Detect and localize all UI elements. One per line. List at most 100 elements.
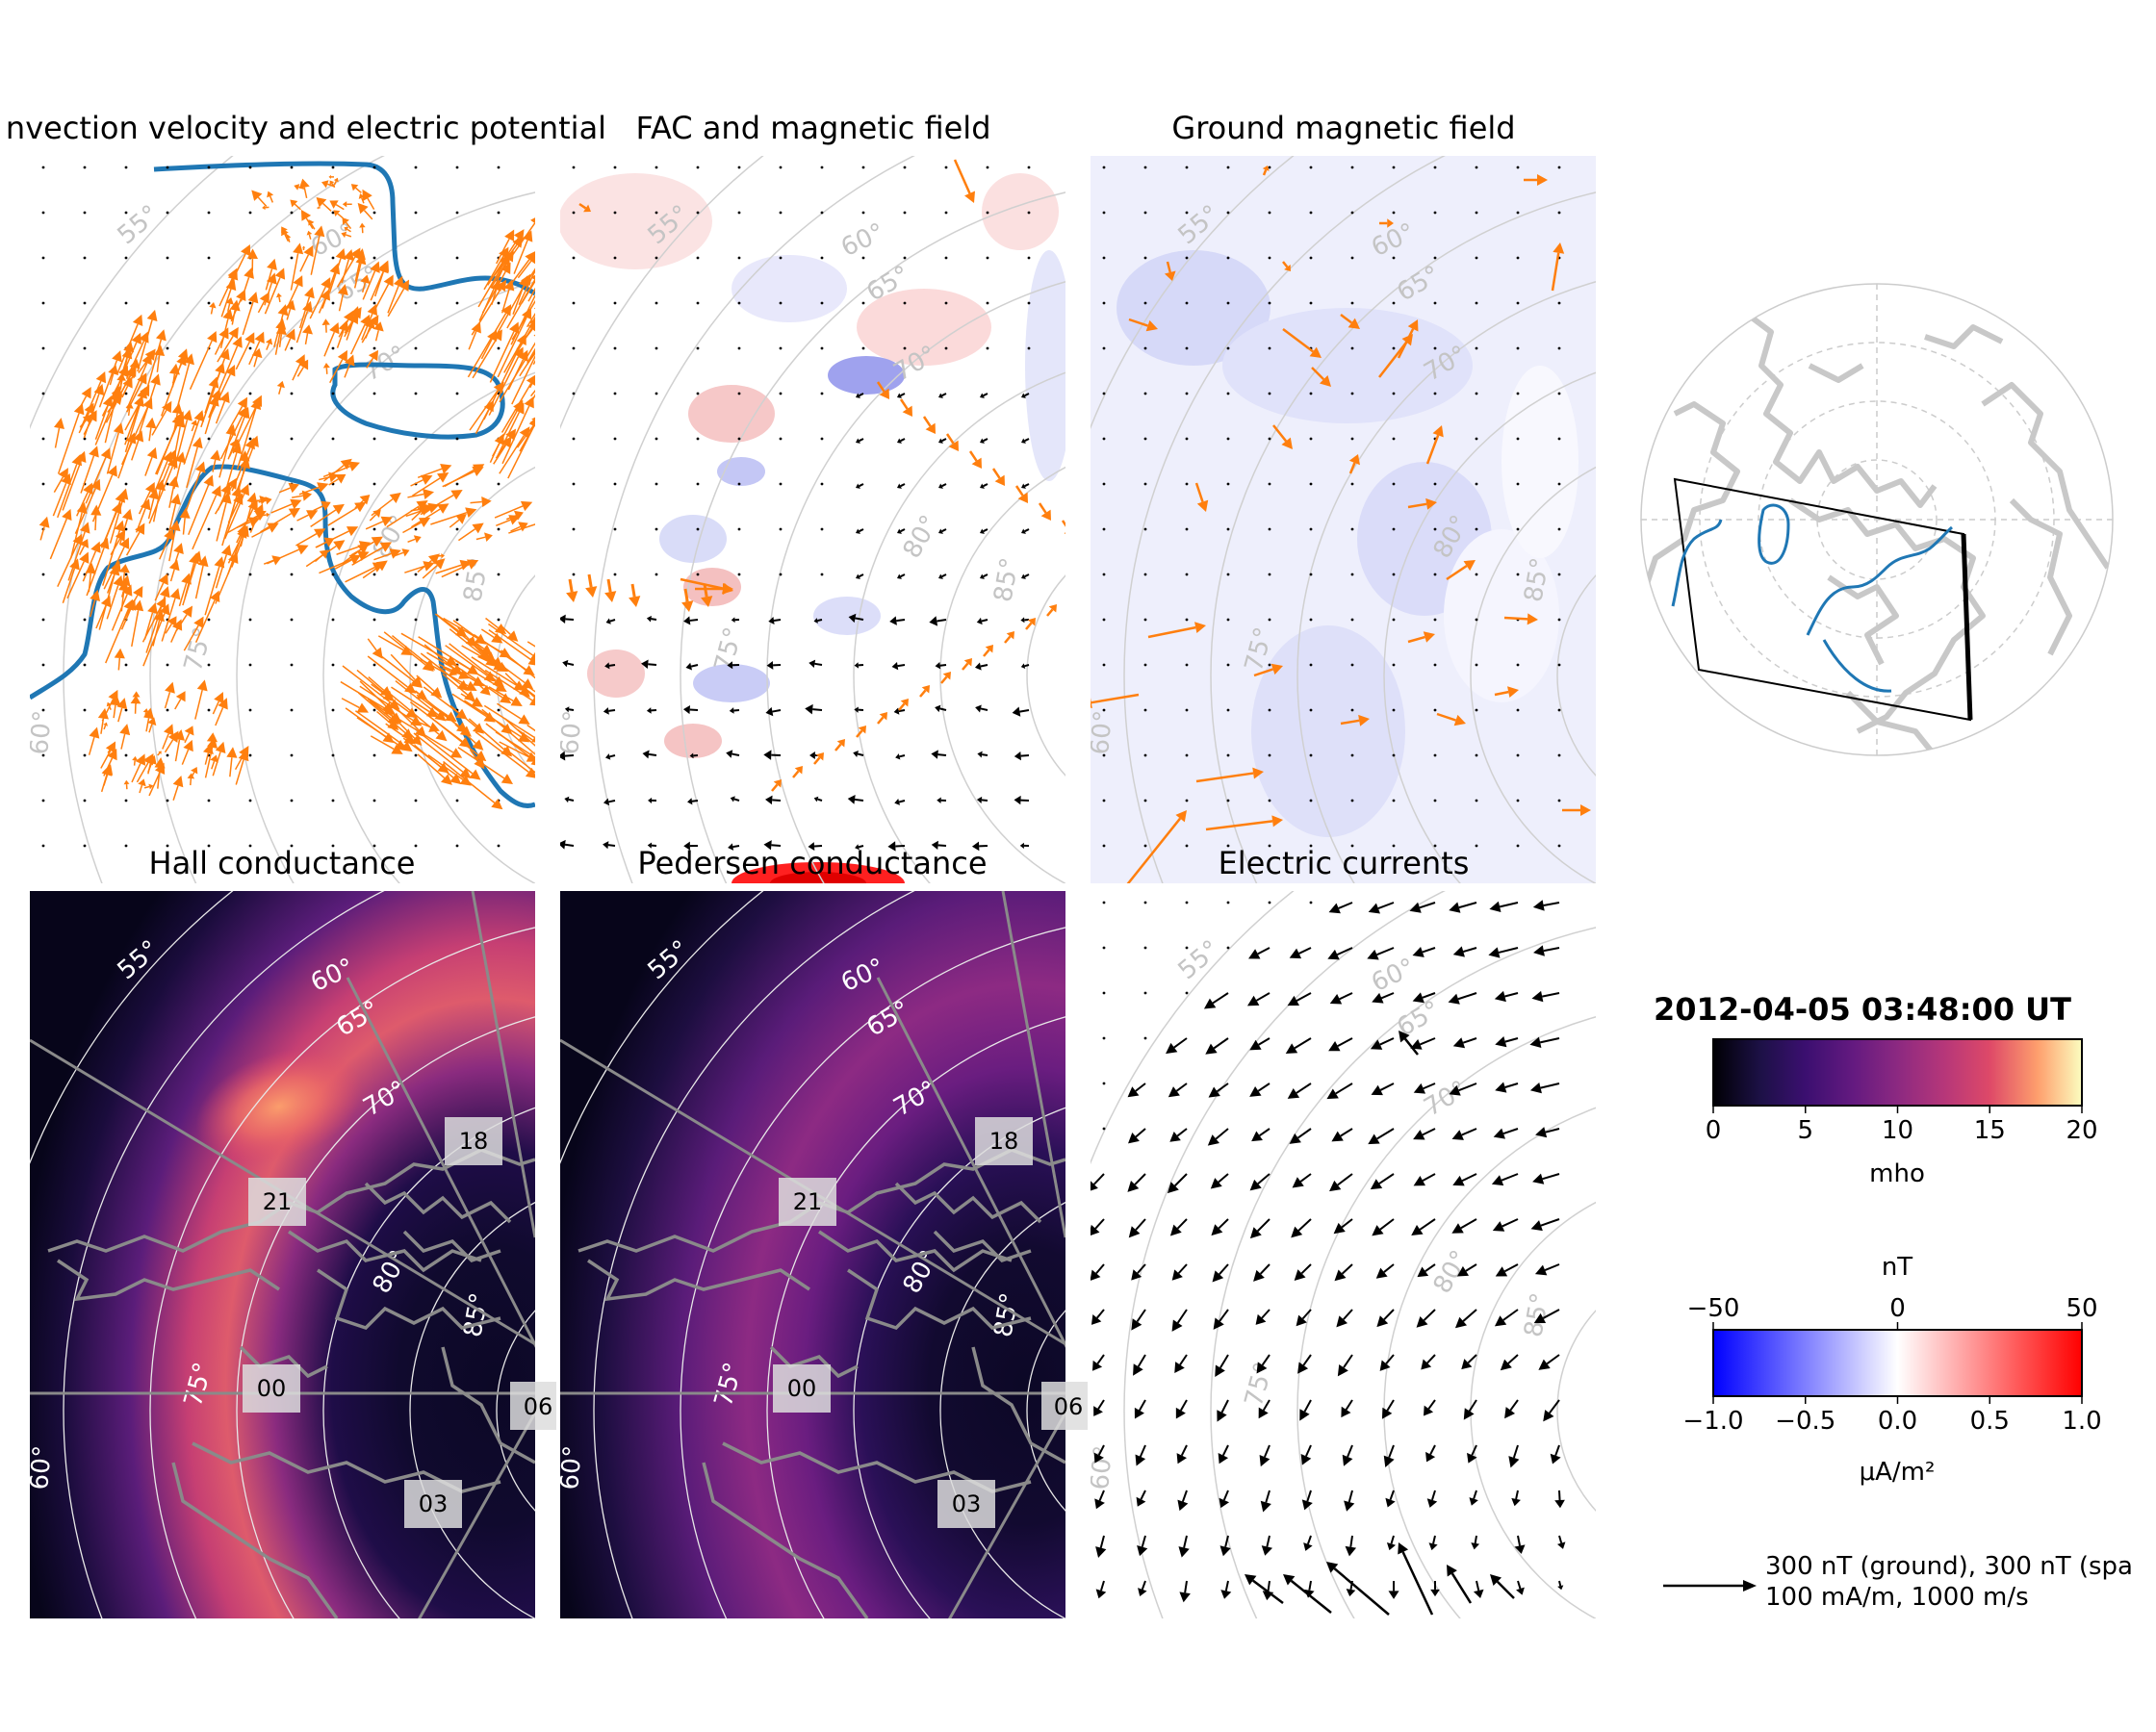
grid-vector [1393, 800, 1396, 802]
grid-vector [1393, 212, 1396, 215]
grid-vector [1310, 800, 1313, 802]
grid-vector [1269, 212, 1271, 215]
grid-vector [1227, 902, 1230, 904]
grid-vector [42, 664, 45, 667]
grid-vector [42, 347, 45, 350]
grid-vector [1186, 902, 1189, 904]
grid-vector [208, 393, 211, 395]
grid-vector [1227, 573, 1230, 576]
grid-vector [1310, 438, 1313, 441]
grid-vector [84, 257, 87, 260]
grid-vector [1103, 845, 1106, 848]
grid-vector [614, 393, 617, 395]
grid-vector [332, 438, 335, 441]
grid-vector [1269, 573, 1271, 576]
grid-vector [498, 483, 500, 486]
grid-vector [945, 257, 948, 260]
grid-vector [738, 438, 741, 441]
grid-vector [738, 483, 741, 486]
grid-vector [1310, 709, 1313, 712]
overview-map [1641, 284, 2113, 755]
grid-vector [614, 528, 617, 531]
grid-vector [1103, 664, 1106, 667]
grid-vector [1310, 754, 1313, 757]
grid-vector [1186, 438, 1189, 441]
mlt-label-06: 06 [524, 1393, 553, 1420]
grid-vector [904, 166, 907, 169]
grid-vector [987, 166, 989, 169]
grid-vector [1103, 754, 1106, 757]
grid-vector [987, 302, 989, 305]
grid-vector [1351, 347, 1354, 350]
grid-vector [167, 709, 169, 712]
colorbar-tick-label: 50 [2066, 1294, 2097, 1323]
grid-vector [697, 166, 700, 169]
grid-vector [498, 754, 500, 757]
colorbar-tick-label: 1.0 [2062, 1407, 2101, 1436]
grid-vector [697, 438, 700, 441]
grid-vector [498, 528, 500, 531]
grid-vector [1310, 664, 1313, 667]
grid-vector [42, 438, 45, 441]
grid-vector [167, 302, 169, 305]
grid-vector [208, 800, 211, 802]
grid-vector [1517, 709, 1520, 712]
grid-vector [291, 257, 294, 260]
grid-vector [456, 257, 459, 260]
grid-vector [373, 619, 376, 622]
grid-vector [1393, 528, 1396, 531]
grid-vector [125, 845, 128, 848]
grid-vector [332, 619, 335, 622]
grid-vector [1186, 709, 1189, 712]
grid-vector [167, 393, 169, 395]
grid-vector [1310, 212, 1313, 215]
grid-vector [1103, 947, 1106, 950]
grid-vector [821, 438, 824, 441]
grid-vector [167, 800, 169, 802]
grid-vector [1393, 664, 1396, 667]
grid-vector [1434, 257, 1437, 260]
grid-vector [1351, 302, 1354, 305]
grid-vector [573, 483, 576, 486]
scale-key-line-1: 300 nT (ground), 300 nT (spa [1765, 1552, 2133, 1581]
grid-vector [1476, 528, 1478, 531]
grid-vector [291, 709, 294, 712]
grid-vector [945, 347, 948, 350]
grid-vector [456, 845, 459, 848]
grid-vector [573, 347, 576, 350]
grid-vector [249, 664, 252, 667]
grid-vector [249, 483, 252, 486]
fac-colorbar-bottom-ticks: −1.0 −0.5 0.0 0.5 1.0 [1682, 1396, 2101, 1436]
grid-vector [415, 709, 418, 712]
grid-vector [1558, 347, 1561, 350]
grid-vector [1517, 438, 1520, 441]
grid-vector [573, 257, 576, 260]
grid-vector [821, 393, 824, 395]
grid-vector [1103, 257, 1106, 260]
grid-vector [1028, 166, 1031, 169]
grid-vector [1558, 483, 1561, 486]
grid-vector [1103, 709, 1106, 712]
grid-vector [456, 573, 459, 576]
grid-vector [1558, 302, 1561, 305]
grid-vector [1310, 619, 1313, 622]
grid-vector [208, 302, 211, 305]
grid-vector [415, 393, 418, 395]
grid-vector [1144, 483, 1147, 486]
grid-vector [456, 619, 459, 622]
grid-vector [738, 302, 741, 305]
grid-vector [1558, 166, 1561, 169]
grid-vector [1227, 664, 1230, 667]
grid-vector [332, 664, 335, 667]
grid-vector [332, 393, 335, 395]
grid-vector [1269, 438, 1271, 441]
grid-vector [1227, 166, 1230, 169]
grid-vector [1558, 800, 1561, 802]
grid-vector [456, 393, 459, 395]
grid-vector [125, 800, 128, 802]
grid-vector [373, 347, 376, 350]
grid-vector [291, 438, 294, 441]
grid-vector [1227, 483, 1230, 486]
fac-colorbar-unit: μA/m² [1860, 1458, 1936, 1487]
grid-vector [498, 845, 500, 848]
